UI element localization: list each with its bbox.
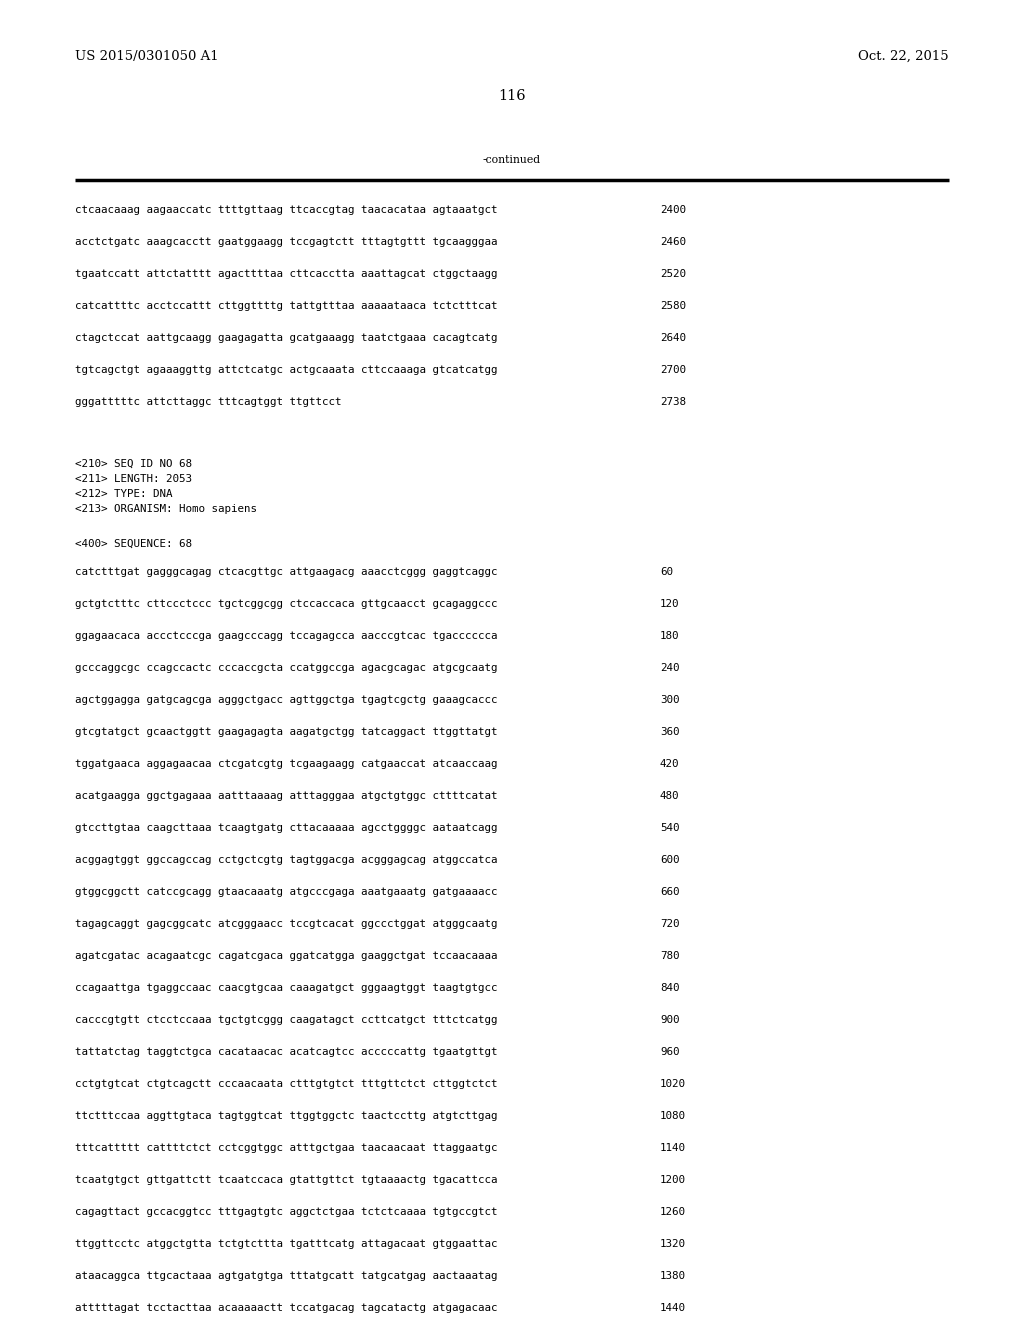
Text: 240: 240 [660, 663, 680, 673]
Text: tgaatccatt attctatttt agacttttaa cttcacctta aaattagcat ctggctaagg: tgaatccatt attctatttt agacttttaa cttcacc… [75, 269, 498, 279]
Text: acggagtggt ggccagccag cctgctcgtg tagtggacga acgggagcag atggccatca: acggagtggt ggccagccag cctgctcgtg tagtgga… [75, 855, 498, 865]
Text: cagagttact gccacggtcc tttgagtgtc aggctctgaa tctctcaaaa tgtgccgtct: cagagttact gccacggtcc tttgagtgtc aggctct… [75, 1206, 498, 1217]
Text: catctttgat gagggcagag ctcacgttgc attgaagacg aaacctcggg gaggtcaggc: catctttgat gagggcagag ctcacgttgc attgaag… [75, 568, 498, 577]
Text: 1020: 1020 [660, 1078, 686, 1089]
Text: 2738: 2738 [660, 397, 686, 407]
Text: 660: 660 [660, 887, 680, 898]
Text: ttggttcctc atggctgtta tctgtcttta tgatttcatg attagacaat gtggaattac: ttggttcctc atggctgtta tctgtcttta tgatttc… [75, 1239, 498, 1249]
Text: <212> TYPE: DNA: <212> TYPE: DNA [75, 488, 172, 499]
Text: gtccttgtaa caagcttaaa tcaagtgatg cttacaaaaa agcctggggc aataatcagg: gtccttgtaa caagcttaaa tcaagtgatg cttacaa… [75, 822, 498, 833]
Text: 2640: 2640 [660, 333, 686, 343]
Text: agatcgatac acagaatcgc cagatcgaca ggatcatgga gaaggctgat tccaacaaaa: agatcgatac acagaatcgc cagatcgaca ggatcat… [75, 950, 498, 961]
Text: tggatgaaca aggagaacaa ctcgatcgtg tcgaagaagg catgaaccat atcaaccaag: tggatgaaca aggagaacaa ctcgatcgtg tcgaaga… [75, 759, 498, 770]
Text: ctcaacaaag aagaaccatc ttttgttaag ttcaccgtag taacacataa agtaaatgct: ctcaacaaag aagaaccatc ttttgttaag ttcaccg… [75, 205, 498, 215]
Text: 480: 480 [660, 791, 680, 801]
Text: acctctgatc aaagcacctt gaatggaagg tccgagtctt tttagtgttt tgcaagggaa: acctctgatc aaagcacctt gaatggaagg tccgagt… [75, 238, 498, 247]
Text: ggagaacaca accctcccga gaagcccagg tccagagcca aacccgtcac tgacccccca: ggagaacaca accctcccga gaagcccagg tccagag… [75, 631, 498, 642]
Text: 60: 60 [660, 568, 673, 577]
Text: atttttagat tcctacttaa acaaaaactt tccatgacag tagcatactg atgagacaac: atttttagat tcctacttaa acaaaaactt tccatga… [75, 1303, 498, 1313]
Text: ctagctccat aattgcaagg gaagagatta gcatgaaagg taatctgaaa cacagtcatg: ctagctccat aattgcaagg gaagagatta gcatgaa… [75, 333, 498, 343]
Text: <211> LENGTH: 2053: <211> LENGTH: 2053 [75, 474, 193, 484]
Text: 2700: 2700 [660, 366, 686, 375]
Text: 1380: 1380 [660, 1271, 686, 1280]
Text: 840: 840 [660, 983, 680, 993]
Text: ttctttccaa aggttgtaca tagtggtcat ttggtggctc taactccttg atgtcttgag: ttctttccaa aggttgtaca tagtggtcat ttggtgg… [75, 1111, 498, 1121]
Text: catcattttc acctccattt cttggttttg tattgtttaa aaaaataaca tctctttcat: catcattttc acctccattt cttggttttg tattgtt… [75, 301, 498, 312]
Text: acatgaagga ggctgagaaa aatttaaaag atttagggaa atgctgtggc cttttcatat: acatgaagga ggctgagaaa aatttaaaag atttagg… [75, 791, 498, 801]
Text: tattatctag taggtctgca cacataacac acatcagtcc acccccattg tgaatgttgt: tattatctag taggtctgca cacataacac acatcag… [75, 1047, 498, 1057]
Text: 300: 300 [660, 696, 680, 705]
Text: cctgtgtcat ctgtcagctt cccaacaata ctttgtgtct tttgttctct cttggtctct: cctgtgtcat ctgtcagctt cccaacaata ctttgtg… [75, 1078, 498, 1089]
Text: 600: 600 [660, 855, 680, 865]
Text: Oct. 22, 2015: Oct. 22, 2015 [858, 50, 949, 63]
Text: ataacaggca ttgcactaaa agtgatgtga tttatgcatt tatgcatgag aactaaatag: ataacaggca ttgcactaaa agtgatgtga tttatgc… [75, 1271, 498, 1280]
Text: tcaatgtgct gttgattctt tcaatccaca gtattgttct tgtaaaactg tgacattcca: tcaatgtgct gttgattctt tcaatccaca gtattgt… [75, 1175, 498, 1185]
Text: <213> ORGANISM: Homo sapiens: <213> ORGANISM: Homo sapiens [75, 504, 257, 513]
Text: 180: 180 [660, 631, 680, 642]
Text: 900: 900 [660, 1015, 680, 1026]
Text: gtggcggctt catccgcagg gtaacaaatg atgcccgaga aaatgaaatg gatgaaaacc: gtggcggctt catccgcagg gtaacaaatg atgcccg… [75, 887, 498, 898]
Text: 780: 780 [660, 950, 680, 961]
Text: 720: 720 [660, 919, 680, 929]
Text: 2580: 2580 [660, 301, 686, 312]
Text: 2400: 2400 [660, 205, 686, 215]
Text: ccagaattga tgaggccaac caacgtgcaa caaagatgct gggaagtggt taagtgtgcc: ccagaattga tgaggccaac caacgtgcaa caaagat… [75, 983, 498, 993]
Text: 1140: 1140 [660, 1143, 686, 1152]
Text: cacccgtgtt ctcctccaaa tgctgtcggg caagatagct ccttcatgct tttctcatgg: cacccgtgtt ctcctccaaa tgctgtcggg caagata… [75, 1015, 498, 1026]
Text: 1260: 1260 [660, 1206, 686, 1217]
Text: agctggagga gatgcagcga agggctgacc agttggctga tgagtcgctg gaaagcaccc: agctggagga gatgcagcga agggctgacc agttggc… [75, 696, 498, 705]
Text: 120: 120 [660, 599, 680, 609]
Text: 960: 960 [660, 1047, 680, 1057]
Text: -continued: -continued [483, 154, 541, 165]
Text: 1440: 1440 [660, 1303, 686, 1313]
Text: tttcattttt cattttctct cctcggtggc atttgctgaa taacaacaat ttaggaatgc: tttcattttt cattttctct cctcggtggc atttgct… [75, 1143, 498, 1152]
Text: 540: 540 [660, 822, 680, 833]
Text: US 2015/0301050 A1: US 2015/0301050 A1 [75, 50, 219, 63]
Text: gctgtctttc cttccctccc tgctcggcgg ctccaccaca gttgcaacct gcagaggccc: gctgtctttc cttccctccc tgctcggcgg ctccacc… [75, 599, 498, 609]
Text: <210> SEQ ID NO 68: <210> SEQ ID NO 68 [75, 459, 193, 469]
Text: gtcgtatgct gcaactggtt gaagagagta aagatgctgg tatcaggact ttggttatgt: gtcgtatgct gcaactggtt gaagagagta aagatgc… [75, 727, 498, 737]
Text: 2520: 2520 [660, 269, 686, 279]
Text: 116: 116 [499, 88, 525, 103]
Text: gcccaggcgc ccagccactc cccaccgcta ccatggccga agacgcagac atgcgcaatg: gcccaggcgc ccagccactc cccaccgcta ccatggc… [75, 663, 498, 673]
Text: 2460: 2460 [660, 238, 686, 247]
Text: 1080: 1080 [660, 1111, 686, 1121]
Text: <400> SEQUENCE: 68: <400> SEQUENCE: 68 [75, 539, 193, 549]
Text: tagagcaggt gagcggcatc atcgggaacc tccgtcacat ggccctggat atgggcaatg: tagagcaggt gagcggcatc atcgggaacc tccgtca… [75, 919, 498, 929]
Text: gggatttttc attcttaggc tttcagtggt ttgttcct: gggatttttc attcttaggc tttcagtggt ttgttcc… [75, 397, 341, 407]
Text: 1200: 1200 [660, 1175, 686, 1185]
Text: 420: 420 [660, 759, 680, 770]
Text: 360: 360 [660, 727, 680, 737]
Text: 1320: 1320 [660, 1239, 686, 1249]
Text: tgtcagctgt agaaaggttg attctcatgc actgcaaata cttccaaaga gtcatcatgg: tgtcagctgt agaaaggttg attctcatgc actgcaa… [75, 366, 498, 375]
